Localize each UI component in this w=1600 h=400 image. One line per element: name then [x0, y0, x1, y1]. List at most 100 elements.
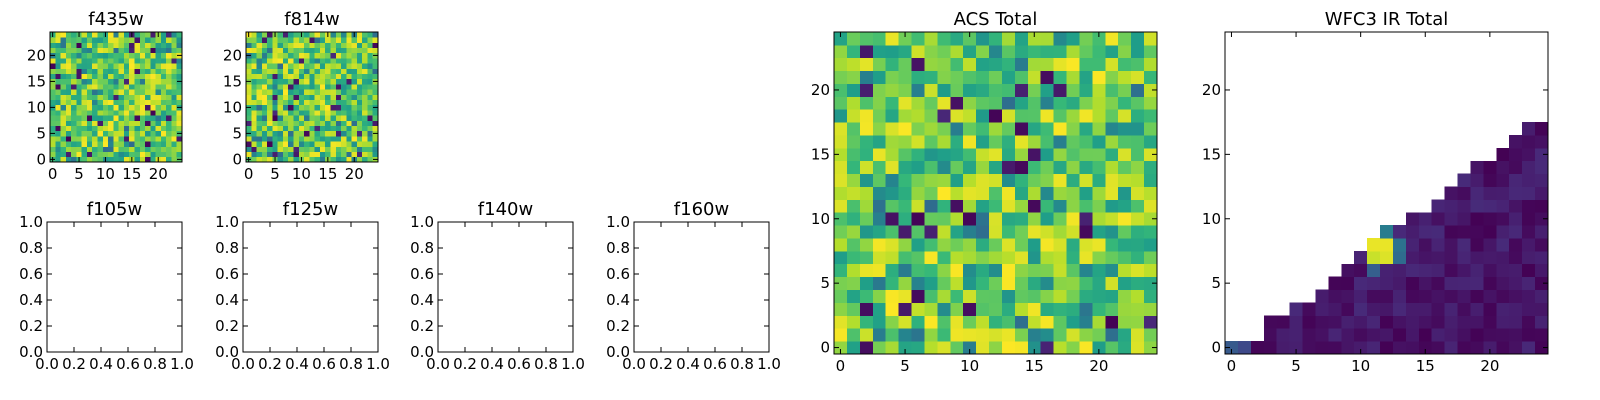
heatmap-cell: [356, 58, 363, 64]
heatmap-cell: [81, 104, 88, 111]
y-tick-label: 0: [1211, 339, 1221, 357]
heatmap-cell: [139, 94, 146, 100]
heatmap-cell: [872, 199, 887, 213]
heatmap-cell: [963, 212, 977, 226]
heatmap-cell: [1470, 276, 1484, 290]
heatmap-cell: [989, 57, 1003, 72]
heatmap-cell: [97, 68, 104, 74]
heatmap-cell: [898, 135, 912, 149]
heatmap-cell: [65, 146, 72, 152]
heatmap-cell: [1522, 263, 1536, 278]
heatmap-cell: [1079, 199, 1093, 213]
heatmap-cell: [251, 58, 257, 64]
heatmap-cell: [1144, 276, 1158, 290]
heatmap-cell: [846, 289, 861, 303]
heatmap-cell: [1457, 225, 1471, 239]
heatmap-cell: [139, 141, 146, 147]
heatmap-cell: [1418, 328, 1433, 342]
heatmap-cell: [362, 47, 368, 54]
heatmap-cell: [937, 109, 951, 123]
heatmap-cell: [267, 89, 273, 95]
heatmap-cell: [989, 135, 1003, 149]
heatmap-cell: [372, 136, 379, 142]
heatmap-cell: [1483, 238, 1497, 252]
heatmap-cell: [1027, 315, 1042, 329]
heatmap-cell: [1001, 186, 1016, 200]
heatmap-cell: [356, 146, 363, 152]
plot-area: [634, 222, 769, 352]
heatmap-cell: [1276, 328, 1290, 342]
y-tick-label: 0.0: [606, 343, 630, 361]
heatmap-cell: [834, 302, 848, 316]
heatmap-cell: [309, 136, 316, 142]
axes-frame: [46, 221, 183, 353]
y-tick-label: 0.6: [215, 265, 239, 283]
heatmap-cell: [1066, 225, 1080, 239]
heatmap-cell: [335, 73, 342, 80]
heatmap-cell: [92, 120, 98, 126]
heatmap-cell: [76, 47, 83, 54]
heatmap-cell: [976, 199, 990, 213]
heatmap-cell: [1144, 122, 1158, 136]
heatmap-cell: [71, 99, 77, 106]
heatmap-cell: [872, 70, 887, 84]
heatmap-cell: [859, 328, 874, 342]
x-tick-label: 5: [1291, 357, 1301, 375]
heatmap-cell: [989, 160, 1003, 175]
heatmap-cell: [123, 146, 130, 152]
heatmap-cell: [924, 57, 938, 72]
heatmap-cell: [171, 89, 178, 95]
heatmap-cell: [118, 99, 125, 106]
heatmap-cell: [1092, 263, 1106, 278]
y-tick-label: 0.0: [215, 343, 239, 361]
heatmap-cell: [976, 122, 990, 136]
y-tick-label: 0.4: [410, 291, 434, 309]
heatmap-cell: [325, 136, 331, 142]
heatmap-cell: [60, 99, 67, 106]
heatmap-cell: [924, 44, 938, 59]
heatmap-cell: [92, 99, 98, 106]
heatmap-cell: [1496, 199, 1510, 213]
heatmap-cell: [1535, 160, 1549, 175]
heatmap-cell: [367, 73, 374, 80]
heatmap-cell: [251, 130, 257, 137]
heatmap-cell: [60, 42, 67, 48]
heatmap-cell: [139, 146, 146, 152]
heatmap-cell: [97, 99, 104, 106]
heatmap-cell: [277, 58, 284, 64]
heatmap-cell: [123, 84, 130, 90]
heatmap-cell: [92, 89, 98, 95]
heatmap-cell: [1001, 109, 1016, 123]
heatmap-cell: [314, 58, 321, 64]
heatmap-cell: [108, 125, 114, 132]
heatmap-cell: [160, 42, 167, 48]
heatmap-cell: [319, 141, 326, 147]
heatmap-cell: [1496, 250, 1510, 265]
heatmap-cell: [155, 141, 162, 147]
heatmap-cell: [1418, 263, 1433, 278]
heatmap-cell: [1418, 276, 1433, 290]
heatmap-cell: [118, 37, 125, 43]
heatmap-cell: [351, 52, 358, 59]
heatmap-cell: [963, 328, 977, 342]
heatmap-cell: [1250, 341, 1265, 355]
heatmap-cell: [872, 186, 887, 200]
heatmap-cell: [50, 68, 56, 74]
heatmap-cell: [1457, 250, 1471, 265]
heatmap-cell: [277, 125, 284, 132]
heatmap-cell: [885, 263, 899, 278]
heatmap-cell: [267, 78, 273, 85]
heatmap-cell: [898, 109, 912, 123]
heatmap-cell: [314, 156, 321, 163]
heatmap-cell: [108, 136, 114, 142]
heatmap-cell: [246, 125, 252, 132]
heatmap-cell: [1354, 315, 1368, 329]
heatmap-cell: [298, 104, 305, 111]
heatmap-cell: [1144, 160, 1158, 175]
heatmap-cell: [885, 315, 899, 329]
heatmap-cell: [145, 156, 151, 163]
heatmap-cell: [1431, 341, 1446, 355]
heatmap-cell: [108, 68, 114, 74]
heatmap-cell: [76, 120, 83, 126]
